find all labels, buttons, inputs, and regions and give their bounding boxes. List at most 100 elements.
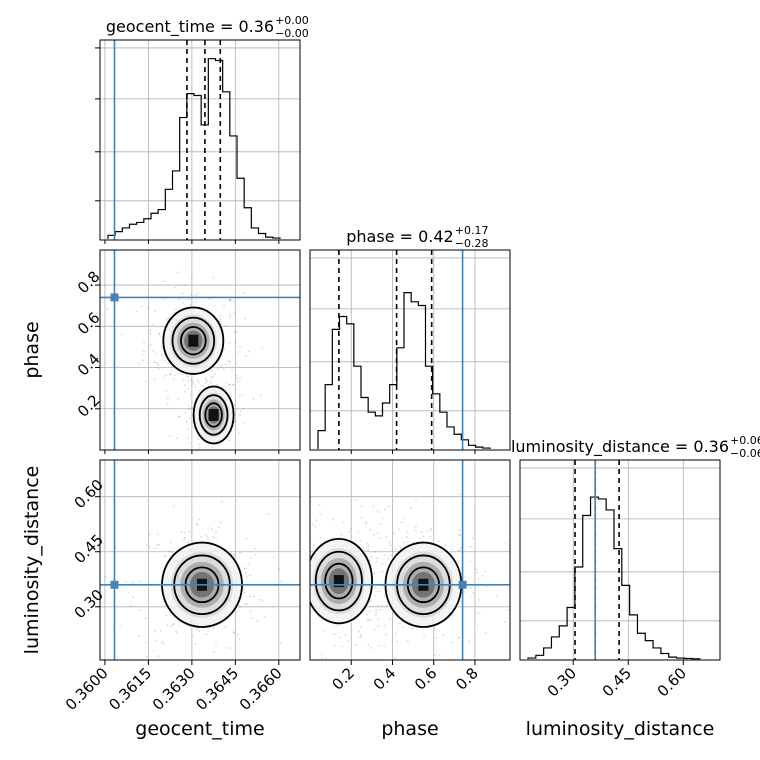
scatter-point bbox=[239, 414, 242, 417]
scatter-point bbox=[233, 631, 235, 634]
scatter-point bbox=[210, 382, 213, 384]
scatter-point bbox=[228, 360, 231, 363]
scatter-point bbox=[334, 632, 337, 635]
scatter-point bbox=[164, 360, 166, 362]
scatter-point bbox=[229, 647, 232, 650]
scatter-point bbox=[224, 324, 227, 327]
scatter-point bbox=[311, 523, 314, 526]
scatter-point bbox=[304, 543, 306, 545]
histogram-bin bbox=[559, 626, 567, 659]
scatter-point bbox=[225, 381, 228, 384]
scatter-point bbox=[146, 656, 149, 658]
scatter-point bbox=[196, 494, 198, 496]
scatter-point bbox=[285, 566, 287, 568]
scatter-point bbox=[249, 556, 252, 559]
scatter-point bbox=[249, 595, 251, 598]
scatter-point bbox=[374, 595, 377, 597]
histogram-bin bbox=[208, 59, 215, 239]
contour-line bbox=[198, 394, 229, 436]
scatter-point bbox=[233, 554, 236, 557]
scatter-point bbox=[304, 580, 306, 582]
scatter-point bbox=[177, 415, 180, 418]
histogram-bin bbox=[251, 228, 258, 239]
scatter-point bbox=[220, 500, 223, 503]
scatter-point bbox=[375, 557, 378, 559]
scatter-point bbox=[450, 548, 453, 551]
scatter-point bbox=[178, 415, 181, 418]
scatter-point bbox=[152, 349, 154, 352]
scatter-point bbox=[182, 301, 185, 304]
scatter-point bbox=[478, 612, 481, 615]
scatter-point bbox=[190, 406, 193, 409]
histogram-bin bbox=[567, 607, 575, 659]
scatter-point bbox=[187, 388, 190, 391]
scatter-point bbox=[245, 537, 248, 540]
histogram-bin bbox=[216, 61, 223, 239]
scatter-point bbox=[219, 318, 222, 321]
scatter-point bbox=[228, 388, 231, 391]
scatter-point bbox=[263, 615, 266, 618]
scatter-point bbox=[218, 455, 220, 457]
axis-label-x: luminosity_distance bbox=[526, 718, 715, 740]
scatter-point bbox=[145, 543, 148, 546]
contour-line bbox=[204, 402, 223, 428]
scatter-point bbox=[476, 611, 478, 614]
scatter-point bbox=[209, 380, 212, 382]
histogram-bin bbox=[583, 515, 591, 659]
scatter-point bbox=[227, 359, 230, 362]
scatter-point bbox=[165, 390, 168, 393]
contour-line bbox=[314, 550, 363, 612]
histogram-bin bbox=[454, 434, 461, 449]
title-minus: −0.28 bbox=[455, 237, 489, 250]
scatter-point bbox=[124, 580, 127, 583]
histogram-bin bbox=[390, 385, 397, 449]
tick-label: 0.4 bbox=[74, 350, 104, 380]
scatter-point bbox=[347, 640, 350, 642]
scatter-point bbox=[429, 528, 432, 530]
scatter-point bbox=[496, 595, 498, 598]
scatter-point bbox=[360, 635, 363, 638]
scatter-point bbox=[169, 373, 171, 375]
scatter-point bbox=[307, 547, 309, 549]
panel-title-luminosity_distance: luminosity_distance = 0.36+0.06−0.06 bbox=[511, 434, 760, 460]
scatter-point bbox=[183, 536, 186, 539]
scatter-point bbox=[406, 675, 408, 677]
scatter-point bbox=[442, 634, 445, 636]
scatter-point bbox=[198, 518, 200, 521]
scatter-point bbox=[172, 378, 175, 380]
scatter-point bbox=[406, 639, 409, 642]
scatter-point bbox=[360, 633, 362, 636]
scatter-point bbox=[162, 298, 165, 301]
scatter-point bbox=[391, 549, 393, 551]
scatter-point bbox=[219, 521, 222, 524]
scatter-point bbox=[233, 403, 236, 406]
scatter-point bbox=[245, 575, 248, 578]
scatter-point bbox=[206, 379, 209, 382]
scatter-point bbox=[158, 543, 160, 546]
histogram-bin bbox=[361, 397, 368, 449]
scatter-point bbox=[190, 293, 193, 296]
scatter-point bbox=[458, 533, 461, 535]
scatter-point bbox=[243, 567, 246, 570]
scatter-point bbox=[463, 591, 466, 593]
scatter-point bbox=[289, 579, 291, 581]
scatter-point bbox=[294, 560, 296, 562]
scatter-point bbox=[163, 280, 166, 283]
scatter-point bbox=[197, 464, 199, 466]
scatter-point bbox=[239, 346, 242, 348]
scatter-point bbox=[183, 284, 186, 287]
scatter-point bbox=[228, 298, 231, 301]
scatter-point bbox=[377, 618, 380, 621]
scatter-point bbox=[429, 529, 432, 532]
scatter-point bbox=[163, 555, 166, 558]
scatter-point bbox=[129, 604, 132, 607]
scatter-point bbox=[321, 657, 324, 660]
scatter-point bbox=[271, 605, 274, 608]
scatter-point bbox=[374, 614, 377, 617]
scatter-point bbox=[363, 549, 366, 552]
scatter-point bbox=[253, 595, 256, 598]
scatter-point bbox=[335, 624, 338, 627]
scatter-point bbox=[387, 557, 390, 560]
scatter-point bbox=[485, 586, 488, 588]
scatter-point bbox=[361, 546, 364, 548]
